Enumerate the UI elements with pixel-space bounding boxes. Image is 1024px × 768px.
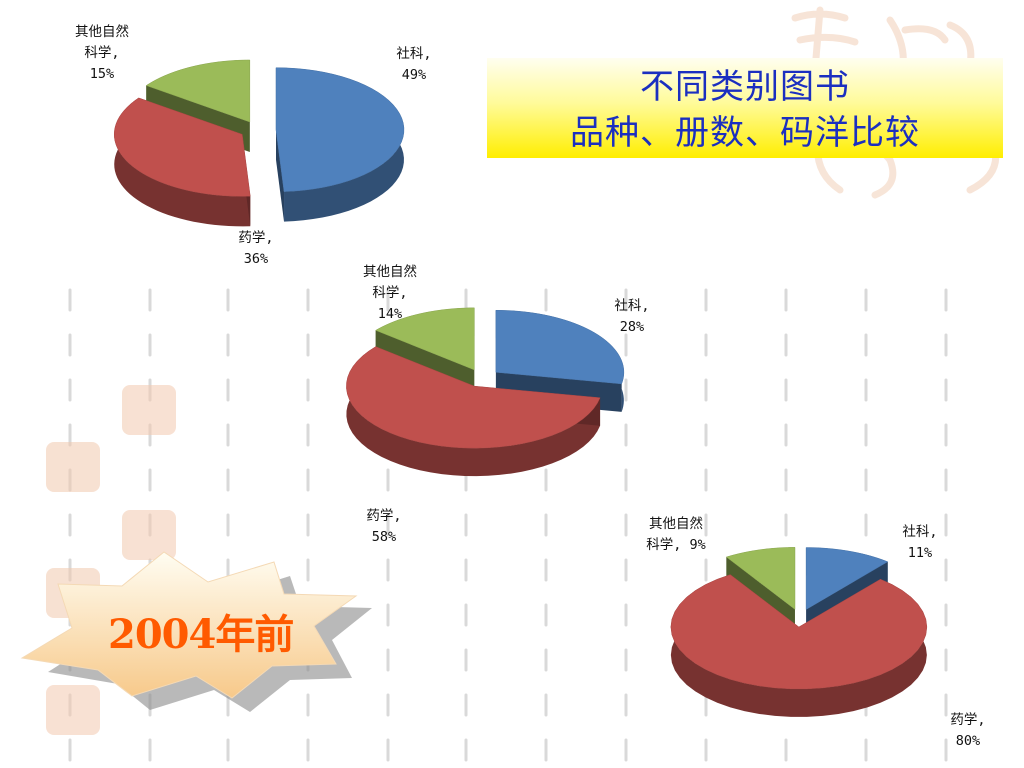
data-label-1-社科: 社科, 49% xyxy=(369,44,459,86)
data-label-line: 科学, xyxy=(84,45,120,61)
pie-slice-1-社科 xyxy=(275,67,405,222)
data-label-line: 36% xyxy=(243,251,269,267)
data-label-line: 科学, xyxy=(372,285,408,301)
pie-slice-3-药学 xyxy=(670,574,928,717)
data-label-3-药学: 药学, 80% xyxy=(923,710,1013,752)
data-label-line: 49% xyxy=(401,67,427,83)
data-label-line: 社科, xyxy=(902,524,938,540)
pie-slice-2-药学 xyxy=(346,346,601,477)
data-label-line: 80% xyxy=(955,733,981,749)
data-label-line: 社科, xyxy=(614,298,650,314)
pie-slice-1-药学 xyxy=(113,97,251,227)
data-label-line: 药学, xyxy=(366,508,402,524)
data-label-line: 15% xyxy=(89,66,115,82)
data-label-line: 其他自然 xyxy=(75,24,129,40)
data-label-line: 其他自然 xyxy=(649,516,703,532)
title-line-2: 品种、册数、码洋比较 xyxy=(570,113,920,153)
data-label-line: 药学, xyxy=(950,712,986,728)
data-label-1-药学: 药学, 36% xyxy=(211,228,301,270)
data-label-line: 58% xyxy=(371,529,397,545)
title-box: 不同类别图书 品种、册数、码洋比较 xyxy=(487,58,1003,158)
data-label-line: 11% xyxy=(907,545,933,561)
data-label-line: 社科, xyxy=(396,46,432,62)
data-label-line: 14% xyxy=(377,306,403,322)
data-label-line: 科学, 9% xyxy=(646,537,706,553)
badge-text: 2004年前 xyxy=(108,611,294,658)
title-line-1: 不同类别图书 xyxy=(640,67,850,107)
data-label-line: 药学, xyxy=(238,230,274,246)
data-label-2-其他自然科学: 其他自然科学, 14% xyxy=(345,262,435,325)
data-label-1-其他自然科学: 其他自然科学, 15% xyxy=(57,22,147,85)
data-label-line: 28% xyxy=(619,319,645,335)
data-label-2-药学: 药学, 58% xyxy=(339,506,429,548)
badge-star xyxy=(20,551,358,699)
data-label-3-其他自然科学: 其他自然科学, 9% xyxy=(631,514,721,556)
data-label-line: 其他自然 xyxy=(363,264,417,280)
data-label-2-社科: 社科, 28% xyxy=(587,296,677,338)
data-label-3-社科: 社科, 11% xyxy=(875,522,965,564)
